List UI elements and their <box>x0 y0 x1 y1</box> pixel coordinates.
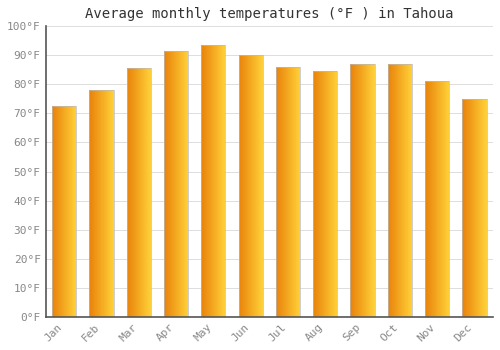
Bar <box>313 71 338 317</box>
Bar <box>350 64 374 317</box>
Title: Average monthly temperatures (°F ) in Tahoua: Average monthly temperatures (°F ) in Ta… <box>85 7 454 21</box>
Bar <box>276 67 300 317</box>
Bar <box>164 51 188 317</box>
Bar <box>201 45 226 317</box>
Bar <box>388 64 412 317</box>
Bar <box>52 106 76 317</box>
Bar <box>126 68 151 317</box>
Bar <box>90 90 114 317</box>
Bar <box>425 82 449 317</box>
Bar <box>462 99 486 317</box>
Bar <box>238 55 263 317</box>
